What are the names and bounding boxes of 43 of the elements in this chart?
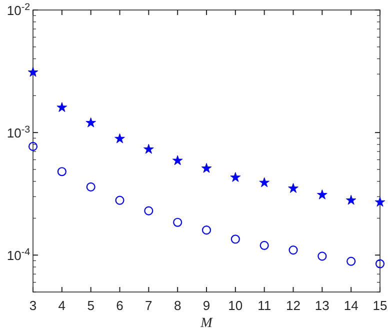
point [375,259,385,268]
x-tick-label: 13 [314,298,330,313]
x-tick-label: 14 [344,298,358,313]
point [230,172,241,182]
point [57,167,66,176]
point [114,133,125,144]
x-tick-label: 8 [174,298,182,313]
x-tick-label: 3 [29,298,37,313]
y-tick-label: 10$^{-4}$ [6,246,31,264]
point [288,246,298,255]
point [346,194,356,205]
point [173,218,182,227]
x-tick-label: 5 [87,298,94,313]
point [28,142,38,151]
point [260,240,269,250]
point [115,196,124,205]
point [230,234,240,244]
x-axis-title: M [200,316,214,330]
point [86,182,96,192]
y-tick-label: 10$^{-3}$ [6,124,30,141]
point [346,256,356,266]
x-tick-label: 12 [286,298,300,313]
point [144,144,154,154]
x-tick-label: 10 [228,298,243,313]
x-tick-label: 6 [116,298,124,313]
point [202,226,212,235]
point [201,162,212,173]
point [28,66,38,77]
point [86,117,96,128]
x-tick-label: 4 [58,298,66,313]
x-tick-label: 11 [258,298,272,313]
point [318,252,327,261]
point [144,206,154,216]
point [259,177,270,188]
point [56,102,68,112]
point [317,189,328,200]
y-tick-label: 10$^{-2}$ [6,2,30,18]
x-tick-label: 9 [202,298,210,313]
point [374,196,386,207]
point [288,183,298,193]
point [172,155,183,166]
x-tick-label: 7 [145,298,152,313]
x-tick-label: 15 [372,298,388,313]
